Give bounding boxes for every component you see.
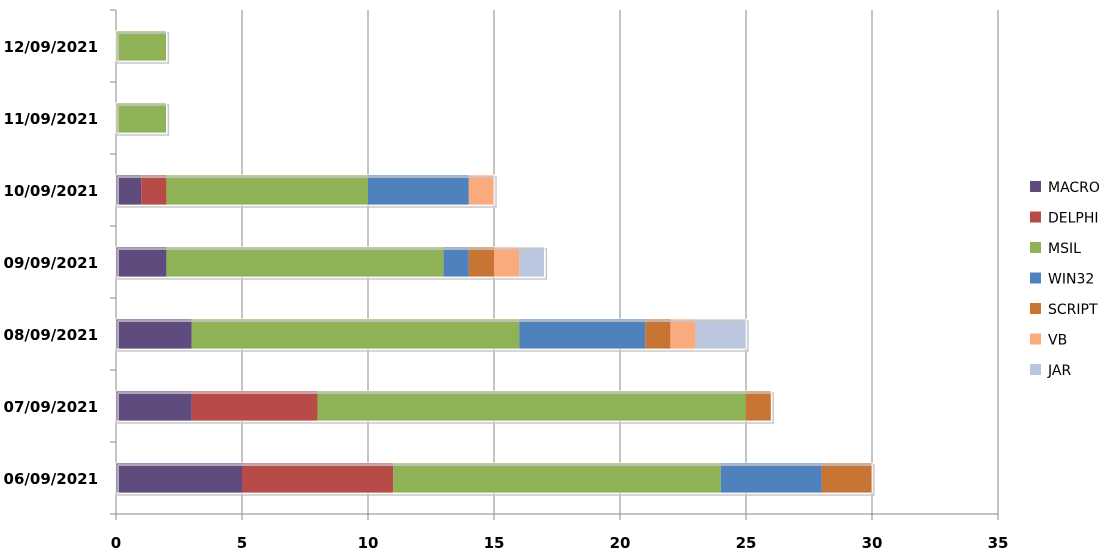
legend-label: SCRIPT bbox=[1048, 302, 1098, 318]
bar-outline bbox=[115, 102, 167, 134]
bar-segment-macro bbox=[116, 463, 242, 493]
bar-segment-msil bbox=[191, 319, 520, 349]
bar-outline bbox=[115, 390, 772, 422]
bar-segment-script bbox=[468, 247, 494, 277]
x-tick-label: 10 bbox=[358, 534, 379, 552]
bar-segment-vb bbox=[468, 175, 494, 205]
category-label: 08/09/2021 bbox=[4, 326, 98, 344]
bar-outline bbox=[115, 246, 545, 278]
category-label: 10/09/2021 bbox=[4, 182, 98, 200]
bar-segment-msil bbox=[166, 175, 368, 205]
bar-shadow bbox=[117, 32, 170, 64]
legend: MACRO DELPHI MSIL WIN32 SCRIPT VB JAR bbox=[1030, 180, 1100, 379]
category-label: 06/09/2021 bbox=[4, 470, 98, 488]
x-tick-label: 30 bbox=[862, 534, 883, 552]
bar-outline bbox=[115, 30, 167, 62]
bar-outline bbox=[115, 174, 495, 206]
legend-swatch bbox=[1030, 211, 1041, 223]
bar-segment-script bbox=[645, 319, 671, 349]
bar-segment-delphi bbox=[242, 463, 394, 493]
bar-segment-win32 bbox=[519, 319, 646, 349]
bar-segment-win32 bbox=[368, 175, 469, 205]
bar-segment-win32 bbox=[443, 247, 469, 277]
bar-outline bbox=[115, 318, 747, 350]
bar-shadow bbox=[117, 176, 497, 208]
bar-segment-macro bbox=[116, 175, 142, 205]
legend-swatch bbox=[1030, 303, 1041, 314]
bar-segment-msil bbox=[317, 391, 746, 421]
bar-shadow bbox=[117, 392, 774, 424]
legend-label: JAR bbox=[1047, 363, 1071, 379]
bar-shadow bbox=[117, 464, 875, 496]
bar-segment-macro bbox=[116, 319, 192, 349]
bar-segment-msil bbox=[116, 103, 167, 133]
bar-segment-macro bbox=[116, 247, 167, 277]
bar-segment-vb bbox=[670, 319, 696, 349]
x-tick-label: 35 bbox=[988, 534, 1009, 552]
bar-shadow bbox=[117, 320, 749, 352]
x-tick-label: 15 bbox=[484, 534, 505, 552]
category-labels: 06/09/2021 07/09/2021 08/09/2021 09/09/2021… bbox=[4, 38, 98, 488]
category-label: 09/09/2021 bbox=[4, 254, 98, 272]
legend-label: DELPHI bbox=[1048, 211, 1099, 227]
category-label: 07/09/2021 bbox=[4, 398, 98, 416]
bar-shadow bbox=[117, 104, 170, 136]
bar-segment-script bbox=[746, 391, 772, 421]
category-label: 11/09/2021 bbox=[4, 110, 98, 128]
legend-swatch bbox=[1030, 242, 1041, 253]
bar-segment-delphi bbox=[141, 175, 167, 205]
x-tick-labels: 0 5 10 15 20 25 30 35 bbox=[111, 534, 1009, 552]
x-tick-label: 20 bbox=[610, 534, 631, 552]
bars bbox=[115, 30, 875, 496]
legend-label: MACRO bbox=[1048, 180, 1100, 196]
bar-segment-script bbox=[821, 463, 872, 493]
bar-segment-vb bbox=[494, 247, 520, 277]
legend-label: MSIL bbox=[1048, 241, 1081, 257]
bar-segment-jar bbox=[519, 247, 545, 277]
bar-segment-win32 bbox=[720, 463, 822, 493]
bar-segment-msil bbox=[166, 247, 444, 277]
legend-label: VB bbox=[1048, 333, 1067, 349]
bar-shadow bbox=[117, 248, 548, 280]
bar-segment-jar bbox=[695, 319, 746, 349]
legend-label: WIN32 bbox=[1048, 272, 1094, 288]
legend-swatch bbox=[1030, 364, 1041, 375]
bar-segment-macro bbox=[116, 391, 192, 421]
bar-segment-msil bbox=[116, 31, 167, 61]
x-tick-label: 5 bbox=[237, 534, 247, 552]
category-label: 12/09/2021 bbox=[4, 38, 98, 56]
bar-segment-msil bbox=[393, 463, 721, 493]
bar-outline bbox=[115, 462, 873, 494]
x-tick-label: 25 bbox=[736, 534, 757, 552]
legend-swatch bbox=[1030, 272, 1041, 284]
x-tick-label: 0 bbox=[111, 534, 121, 552]
legend-swatch bbox=[1030, 333, 1041, 345]
legend-swatch bbox=[1030, 181, 1041, 192]
bar-segment-delphi bbox=[191, 391, 318, 421]
